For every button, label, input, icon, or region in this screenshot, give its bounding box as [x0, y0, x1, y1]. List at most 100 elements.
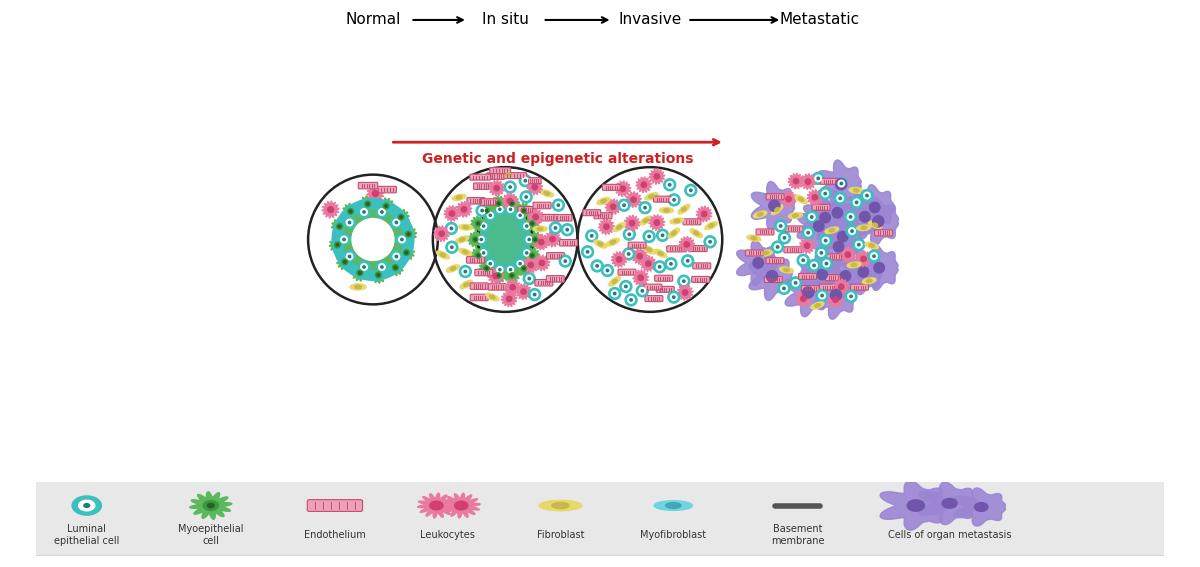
Polygon shape: [844, 194, 883, 239]
Circle shape: [974, 502, 988, 511]
Ellipse shape: [754, 211, 767, 218]
Circle shape: [840, 271, 851, 281]
Circle shape: [667, 260, 674, 267]
Polygon shape: [800, 252, 841, 297]
Circle shape: [625, 294, 637, 306]
Circle shape: [606, 269, 608, 272]
Ellipse shape: [654, 249, 667, 257]
Circle shape: [366, 202, 368, 205]
Polygon shape: [649, 169, 665, 184]
Polygon shape: [624, 215, 640, 231]
Circle shape: [524, 180, 527, 182]
Polygon shape: [322, 201, 338, 218]
Circle shape: [818, 249, 824, 256]
FancyBboxPatch shape: [594, 213, 612, 219]
Circle shape: [504, 181, 516, 193]
Circle shape: [521, 289, 526, 294]
Circle shape: [800, 296, 806, 302]
Circle shape: [482, 252, 485, 254]
Circle shape: [520, 175, 532, 187]
Circle shape: [348, 255, 350, 258]
Circle shape: [824, 239, 827, 242]
Circle shape: [395, 255, 397, 258]
FancyBboxPatch shape: [683, 219, 701, 225]
Circle shape: [588, 232, 595, 239]
Circle shape: [772, 241, 784, 253]
Circle shape: [533, 237, 538, 242]
Circle shape: [625, 285, 628, 287]
Circle shape: [659, 232, 666, 239]
Polygon shape: [636, 177, 652, 192]
Circle shape: [666, 181, 673, 188]
FancyBboxPatch shape: [851, 284, 869, 290]
FancyBboxPatch shape: [691, 277, 709, 282]
Ellipse shape: [788, 213, 803, 218]
Circle shape: [557, 204, 559, 206]
Circle shape: [550, 236, 556, 242]
Ellipse shape: [440, 253, 445, 257]
Polygon shape: [856, 251, 871, 266]
Ellipse shape: [654, 501, 692, 510]
Polygon shape: [524, 216, 540, 231]
Circle shape: [383, 203, 389, 209]
Circle shape: [328, 206, 334, 213]
Circle shape: [490, 214, 491, 217]
Polygon shape: [736, 165, 908, 332]
Circle shape: [838, 231, 848, 242]
Ellipse shape: [794, 195, 808, 204]
Polygon shape: [491, 196, 506, 211]
Circle shape: [564, 260, 566, 263]
Polygon shape: [954, 488, 1006, 526]
Circle shape: [379, 209, 385, 215]
Circle shape: [539, 260, 545, 265]
Text: Myofibroblast: Myofibroblast: [641, 530, 707, 540]
Polygon shape: [342, 204, 359, 219]
Polygon shape: [528, 232, 542, 247]
Ellipse shape: [798, 197, 804, 201]
Circle shape: [334, 201, 412, 278]
Circle shape: [617, 257, 622, 262]
Circle shape: [79, 500, 95, 511]
Ellipse shape: [666, 503, 680, 509]
Circle shape: [636, 285, 648, 297]
Ellipse shape: [775, 208, 780, 212]
Text: Normal: Normal: [346, 12, 401, 27]
Circle shape: [487, 261, 493, 266]
FancyBboxPatch shape: [820, 284, 838, 290]
Circle shape: [528, 277, 530, 280]
FancyBboxPatch shape: [667, 246, 685, 252]
Circle shape: [380, 211, 383, 213]
Circle shape: [407, 233, 409, 235]
Ellipse shape: [552, 502, 569, 509]
Circle shape: [335, 242, 341, 248]
Circle shape: [496, 273, 502, 278]
Circle shape: [338, 225, 341, 228]
Ellipse shape: [475, 201, 535, 278]
FancyBboxPatch shape: [628, 242, 646, 248]
FancyBboxPatch shape: [359, 183, 378, 189]
FancyBboxPatch shape: [764, 277, 782, 282]
Circle shape: [398, 236, 406, 243]
Circle shape: [510, 269, 511, 271]
Text: Genetic and epigenetic alterations: Genetic and epigenetic alterations: [422, 152, 694, 166]
Circle shape: [815, 247, 827, 259]
Ellipse shape: [612, 279, 617, 284]
Circle shape: [809, 214, 815, 220]
Text: Cells of organ metastasis: Cells of organ metastasis: [888, 530, 1012, 540]
Circle shape: [865, 194, 868, 197]
Ellipse shape: [763, 251, 769, 255]
Circle shape: [810, 216, 812, 218]
Circle shape: [800, 257, 806, 264]
Polygon shape: [401, 226, 416, 242]
Circle shape: [682, 255, 694, 267]
Circle shape: [481, 250, 487, 256]
Circle shape: [626, 231, 632, 238]
Circle shape: [870, 202, 880, 213]
Polygon shape: [352, 265, 368, 281]
Circle shape: [778, 223, 784, 229]
Circle shape: [806, 231, 809, 234]
Polygon shape: [632, 248, 648, 264]
Circle shape: [354, 221, 392, 259]
Circle shape: [552, 225, 559, 231]
FancyBboxPatch shape: [518, 206, 536, 213]
